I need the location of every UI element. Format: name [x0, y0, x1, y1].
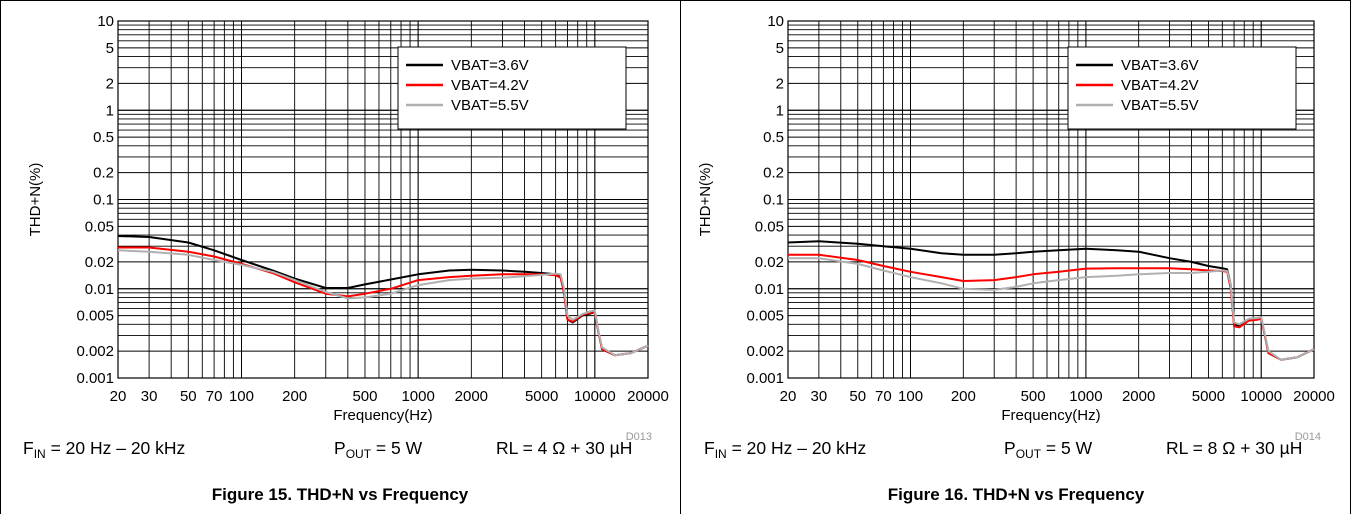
x-tick-label: 100: [229, 388, 254, 405]
x-tick-label: 5000: [1192, 388, 1225, 405]
y-tick-label: 0.05: [755, 218, 784, 235]
x-axis-label: Frequency(Hz): [333, 407, 432, 424]
x-tick-label: 20000: [627, 388, 669, 405]
x-tick-label: 20: [110, 388, 127, 405]
y-tick-label: 0.02: [85, 254, 114, 271]
x-tick-label: 70: [875, 388, 892, 405]
y-tick-label: 1: [776, 102, 784, 119]
x-tick-label: 10000: [574, 388, 616, 405]
figure-id-label: D013: [626, 431, 652, 440]
pout-condition: POUT = 5 W: [1004, 438, 1093, 461]
y-tick-label: 0.1: [763, 192, 784, 209]
legend-label: VBAT=4.2V: [451, 77, 529, 94]
legend: VBAT=3.6V VBAT=4.2V VBAT=5.5V: [1067, 46, 1297, 130]
x-tick-label: 100: [898, 388, 923, 405]
panel-divider: [680, 0, 681, 514]
series-line: [117, 249, 649, 357]
y-axis-label: THD+N(%): [27, 163, 44, 237]
y-tick-label: 0.001: [76, 370, 114, 387]
figure-15-chart: 10 5 2 1 0.5 0.2 0.1 0.05 0.02 0.01 0.005 0.002 0.00…: [27, 13, 669, 440]
y-tick-label: 0.1: [93, 192, 114, 209]
y-tick-label: 5: [776, 40, 784, 57]
figure-caption: Figure 16. THD+N vs Frequency: [887, 485, 1145, 504]
legend-label: VBAT=5.5V: [1121, 97, 1199, 114]
legend-label: VBAT=4.2V: [1121, 77, 1199, 94]
x-tick-label: 200: [282, 388, 307, 405]
y-axis-label: THD+N(%): [697, 163, 714, 237]
top-rule: [0, 0, 1351, 1]
y-tick-label: 1: [106, 102, 114, 119]
rl-condition: RL = 8 Ω + 30 µH: [1166, 438, 1303, 458]
y-tick-label: 10: [97, 13, 114, 30]
y-tick-label: 0.005: [746, 308, 784, 325]
series-line: [787, 240, 1315, 361]
legend-label: VBAT=3.6V: [1121, 57, 1199, 74]
y-tick-label: 0.5: [763, 129, 784, 146]
y-tick-label: 0.01: [755, 281, 784, 298]
rl-condition: RL = 4 Ω + 30 µH: [496, 438, 633, 458]
x-axis-label: Frequency(Hz): [1001, 407, 1100, 424]
y-tick-label: 0.2: [93, 165, 114, 182]
x-tick-label: 30: [141, 388, 158, 405]
y-tick-label: 2: [776, 75, 784, 92]
x-tick-label: 1000: [1069, 388, 1102, 405]
pout-condition: POUT = 5 W: [334, 438, 423, 461]
x-tick-label: 10000: [1240, 388, 1282, 405]
x-tick-label: 200: [951, 388, 976, 405]
y-tick-label: 2: [106, 75, 114, 92]
x-tick-label: 1000: [401, 388, 434, 405]
series-line: [788, 253, 1315, 361]
fin-condition: FIN = 20 Hz – 20 kHz: [704, 438, 867, 461]
series-line: [788, 257, 1315, 361]
legend: VBAT=3.6V VBAT=4.2V VBAT=5.5V: [397, 46, 627, 130]
x-tick-label: 30: [811, 388, 828, 405]
figure-16-chart: 10 5 2 1 0.5 0.2 0.1 0.05 0.02 0.01 0.005 0.002 0.00…: [697, 13, 1335, 440]
legend-label: VBAT=5.5V: [451, 97, 529, 114]
y-tick-label: 0.001: [746, 370, 784, 387]
page-border-left: [0, 0, 1, 514]
y-tick-label: 0.002: [76, 343, 114, 360]
x-tick-label: 20000: [1293, 388, 1335, 405]
figure-caption: Figure 15. THD+N vs Frequency: [211, 485, 469, 504]
x-tick-label: 500: [1021, 388, 1046, 405]
y-tick-label: 5: [106, 40, 114, 57]
y-tick-label: 10: [767, 13, 784, 30]
figure-15-panel: 10 5 2 1 0.5 0.2 0.1 0.05 0.02 0.01 0.005 0.002 0.00…: [23, 13, 669, 504]
x-tick-label: 20: [780, 388, 797, 405]
y-tick-label: 0.05: [85, 218, 114, 235]
x-tick-label: 2000: [1122, 388, 1155, 405]
plot-frame: [117, 20, 649, 379]
figure-16-panel: 10 5 2 1 0.5 0.2 0.1 0.05 0.02 0.01 0.005 0.002 0.00…: [681, 0, 1351, 514]
x-tick-label: 5000: [525, 388, 558, 405]
legend-box: [397, 46, 627, 130]
y-tick-label: 0.2: [763, 165, 784, 182]
x-tick-label: 70: [206, 388, 223, 405]
x-tick-label: 50: [849, 388, 866, 405]
y-tick-label: 0.01: [85, 281, 114, 298]
x-tick-label: 50: [180, 388, 197, 405]
legend-label: VBAT=3.6V: [451, 57, 529, 74]
y-tick-label: 0.02: [755, 254, 784, 271]
y-tick-label: 0.002: [746, 343, 784, 360]
plot-frame: [787, 20, 1315, 379]
x-tick-label: 500: [352, 388, 377, 405]
series-line: [118, 246, 649, 357]
y-tick-label: 0.005: [76, 308, 114, 325]
legend-box: [1067, 46, 1297, 130]
x-tick-label: 2000: [455, 388, 488, 405]
y-tick-label: 0.5: [93, 129, 114, 146]
figure-id-label: D014: [1295, 431, 1321, 440]
fin-condition: FIN = 20 Hz – 20 kHz: [23, 438, 186, 461]
